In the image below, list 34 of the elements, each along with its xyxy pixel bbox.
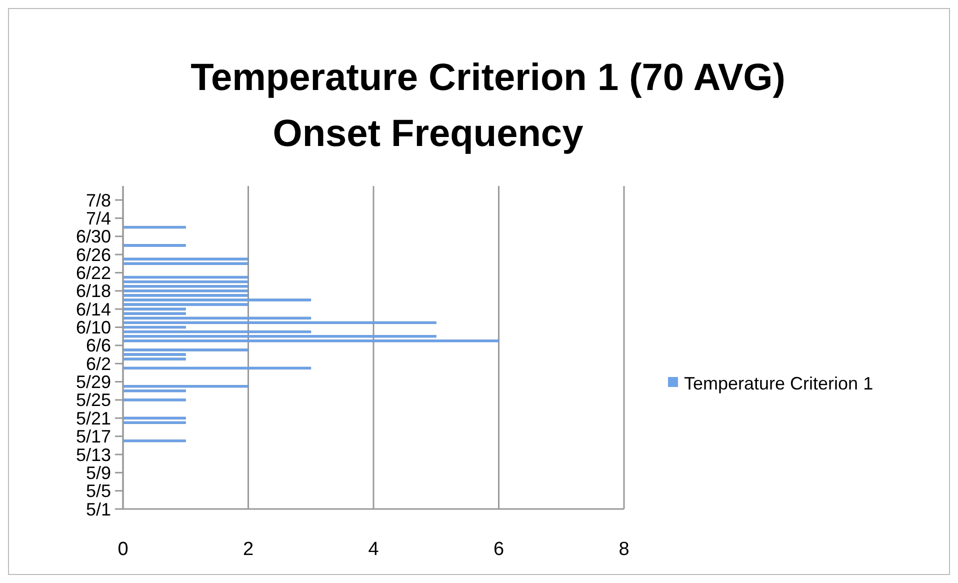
y-tick-label: 5/9 <box>86 462 111 483</box>
x-tick-label: 2 <box>242 539 254 560</box>
y-tick-label: 6/30 <box>76 226 111 247</box>
bar <box>122 366 312 370</box>
y-tick-label: 5/13 <box>76 444 111 465</box>
bar <box>122 440 186 442</box>
y-tick-label: 6/18 <box>76 281 111 302</box>
y-tick-label: 5/1 <box>86 499 111 520</box>
bar <box>122 244 186 247</box>
y-tick-label: 6/14 <box>76 299 111 320</box>
y-tick-label: 5/29 <box>76 372 111 392</box>
y-tick-label: 6/6 <box>86 336 111 356</box>
chart-subtitle: Onset Frequency <box>272 113 584 155</box>
y-tick-label: 6/10 <box>76 318 111 338</box>
x-tick-label: 4 <box>368 539 380 560</box>
bar <box>122 226 186 229</box>
y-tick-label: 5/21 <box>76 408 111 428</box>
bar <box>122 276 248 279</box>
x-tick-label: 8 <box>618 539 630 560</box>
x-tick-label: 6 <box>493 539 504 560</box>
y-tick-label: 5/17 <box>76 426 111 447</box>
x-tick-label: 0 <box>118 539 128 560</box>
y-tick-label: 6/2 <box>86 354 111 374</box>
y-tick-label: 7/4 <box>86 208 111 228</box>
y-tick-label: 5/25 <box>76 390 111 410</box>
bar <box>122 330 312 334</box>
chart-title: Temperature Criterion 1 (70 AVG) <box>190 57 786 99</box>
y-tick-label: 6/22 <box>76 263 111 284</box>
y-tick-label: 7/8 <box>86 190 111 210</box>
legend-label: Temperature Criterion 1 <box>684 373 874 394</box>
y-tick-label: 5/5 <box>86 481 111 502</box>
y-tick-label: 6/26 <box>76 244 111 265</box>
bar <box>122 326 186 329</box>
bar <box>122 398 186 402</box>
